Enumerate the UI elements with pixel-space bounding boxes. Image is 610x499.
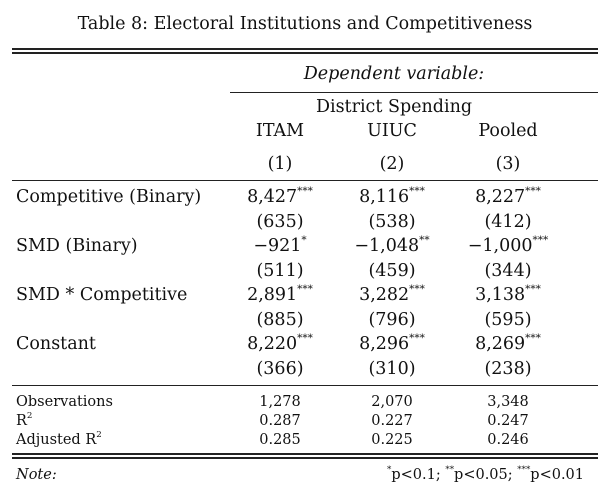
column-name-3: Pooled [478, 121, 538, 141]
coef-cell: 2,891*** [247, 282, 313, 305]
coef-cell: 8,116*** [359, 184, 425, 207]
top-rule-second [12, 52, 598, 54]
coef-cell: 8,296*** [359, 331, 425, 354]
se-cell: (459) [368, 261, 416, 281]
coef-cell: 8,269*** [475, 331, 541, 354]
se-cell: (310) [368, 359, 416, 379]
column-name-1: ITAM [255, 121, 305, 141]
stat-cell: 2,070 [371, 394, 413, 410]
bottom-rule-second [12, 457, 598, 459]
se-cell: (238) [484, 359, 532, 379]
stat-cell: 0.225 [371, 432, 413, 448]
stat-cell: 1,278 [259, 394, 301, 410]
top-rule [12, 48, 598, 50]
row-label-smd-competitive: SMD * Competitive [16, 285, 188, 305]
significance-note: *p<0.1; **p<0.05; ***p<0.01 [387, 464, 584, 483]
se-cell: (796) [368, 310, 416, 330]
coef-cell: 8,227*** [475, 184, 541, 207]
coef-cell: 3,138*** [475, 282, 541, 305]
se-cell: (635) [256, 212, 304, 232]
column-number-3: (3) [495, 154, 521, 174]
header-bottom-rule [12, 180, 598, 181]
stat-cell: 0.285 [259, 432, 301, 448]
column-number-2: (2) [379, 154, 405, 174]
stat-cell: 0.287 [259, 413, 301, 429]
se-cell: (344) [484, 261, 532, 281]
se-cell: (538) [368, 212, 416, 232]
coef-cell: −1,000*** [467, 233, 549, 256]
se-cell: (511) [256, 261, 304, 281]
stat-cell: 0.247 [487, 413, 529, 429]
coef-cell: 8,427*** [247, 184, 313, 207]
column-number-1: (1) [267, 154, 293, 174]
coef-cell: 3,282*** [359, 282, 425, 305]
stats-rule [12, 385, 598, 386]
se-cell: (366) [256, 359, 304, 379]
header-rule [230, 92, 598, 93]
coef-cell: −921* [253, 233, 307, 256]
dependent-variable-label: Dependent variable: [303, 64, 485, 84]
se-cell: (885) [256, 310, 304, 330]
coef-cell: −1,048** [354, 233, 430, 256]
table-caption: Table 8: Electoral Institutions and Comp… [77, 14, 533, 34]
stat-label-observations: Observations [16, 394, 113, 410]
bottom-rule [12, 453, 598, 455]
stat-cell: 3,348 [487, 394, 529, 410]
stat-label-adjusted-r2: Adjusted R2 [16, 429, 102, 448]
row-label-smd: SMD (Binary) [16, 236, 138, 256]
se-cell: (412) [484, 212, 532, 232]
row-label-competitive: Competitive (Binary) [16, 187, 202, 207]
stat-cell: 0.227 [371, 413, 413, 429]
coef-cell: 8,220*** [247, 331, 313, 354]
dependent-variable-name: District Spending [315, 97, 473, 117]
se-cell: (595) [484, 310, 532, 330]
row-label-constant: Constant [16, 334, 96, 354]
stat-label-r2: R2 [16, 410, 33, 429]
note-label: Note: [16, 467, 57, 483]
column-name-2: UIUC [367, 121, 417, 141]
stat-cell: 0.246 [487, 432, 529, 448]
